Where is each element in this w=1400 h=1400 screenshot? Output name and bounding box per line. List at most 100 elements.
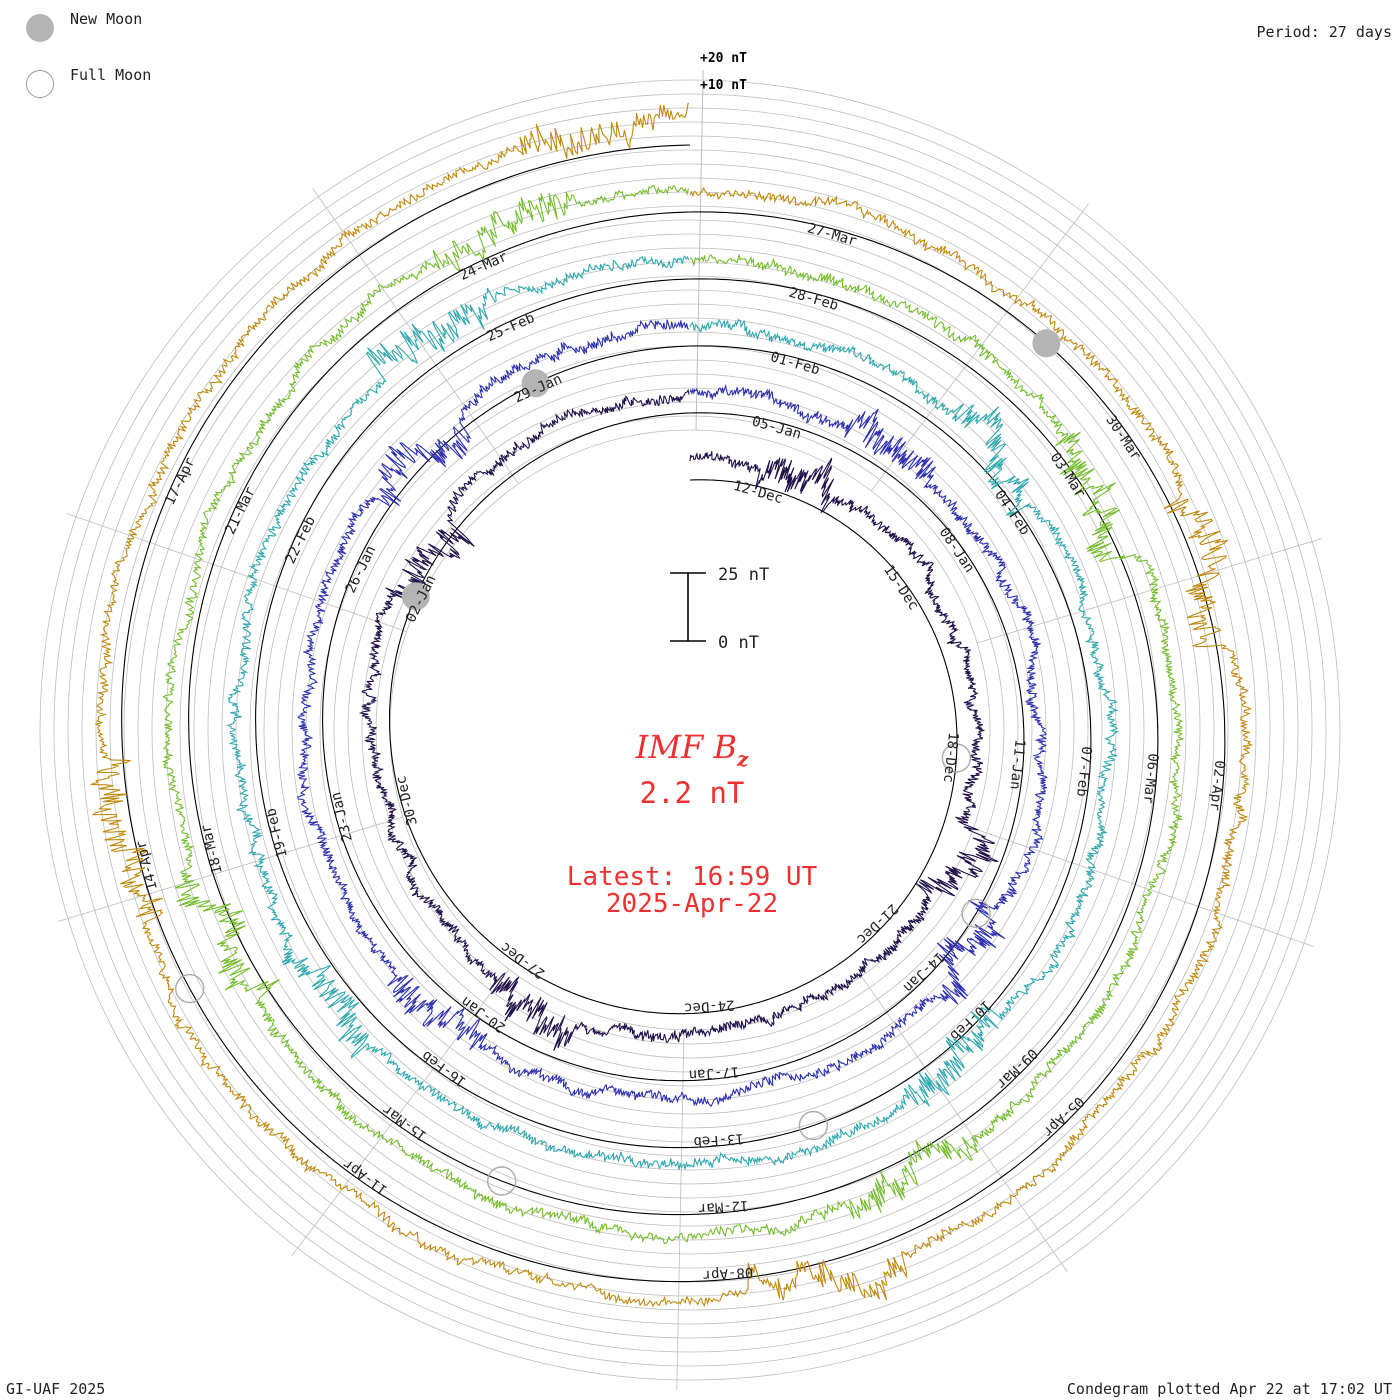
date-label: 30-Mar [1102, 412, 1144, 463]
grid-ring [291, 331, 1089, 1129]
date-label: 23-Jan [328, 790, 356, 843]
grid-spoke [695, 70, 704, 431]
grid-spoke [66, 513, 407, 632]
date-label: 28-Feb [787, 285, 840, 314]
date-label: 18-Dec [940, 731, 961, 783]
bz-trace-cycle-3 [161, 184, 1185, 1244]
bz-trace-cycle-4 [90, 102, 1254, 1308]
scale-bar: 25 nT 0 nT [670, 565, 769, 653]
grid-ring [109, 149, 1271, 1311]
ring-grid [39, 79, 1341, 1381]
date-label: 17-Jan [688, 1063, 740, 1082]
date-label: 22-Feb [282, 514, 319, 566]
scale-bottom-label: 0 nT [718, 633, 759, 653]
grid-ring [67, 107, 1313, 1353]
grid-ring [277, 317, 1103, 1143]
grid-ring [151, 191, 1229, 1269]
grid-ring [249, 289, 1131, 1171]
scale-top-label: 25 nT [718, 565, 769, 585]
date-label: 16-Feb [419, 1047, 469, 1090]
full-moon-marker [798, 1110, 829, 1141]
full-moon-marker [487, 1166, 517, 1196]
grid-ring [165, 205, 1215, 1255]
grid-ring [39, 79, 1341, 1381]
date-label: 05-Jan [750, 413, 803, 442]
grid-ring [95, 135, 1285, 1325]
date-label: 24-Dec [683, 996, 735, 1015]
legend-full-moon-label: Full Moon [70, 66, 152, 84]
latest-time: Latest: 16:59 UT [567, 862, 818, 892]
grid-spoke [861, 975, 1068, 1272]
date-label: 14-Apr [133, 839, 161, 892]
date-label: 18-Mar [198, 823, 226, 876]
date-label: 14-Jan [900, 949, 947, 996]
date-label: 21-Mar [222, 485, 259, 537]
date-label: 21-Dec [853, 900, 900, 947]
full-moon-icon [26, 70, 54, 98]
grid-ring [263, 303, 1117, 1157]
date-label: 13-Feb [693, 1130, 745, 1149]
current-value: 2.2 nT [640, 776, 745, 810]
moon-markers [174, 329, 1061, 1196]
new-moon-marker [1032, 329, 1061, 358]
date-label: 11-Apr [340, 1155, 390, 1198]
legend-new-moon-label: New Moon [70, 10, 143, 28]
grid-ring [53, 93, 1327, 1367]
ring-tick-20: +20 nT [700, 51, 747, 66]
date-label: 12-Mar [697, 1197, 749, 1216]
full-moon-marker [174, 973, 205, 1004]
grid-ring [193, 233, 1187, 1227]
cycle-baselines [121, 144, 1226, 1283]
date-label: 25-Feb [484, 310, 537, 345]
grid-ring [361, 401, 1019, 1059]
grid-ring [347, 387, 1033, 1073]
date-label: 04-Feb [991, 487, 1033, 538]
plotted-label: Condegram plotted Apr 22 at 17:02 UT [1066, 1380, 1392, 1398]
grid-spoke [976, 538, 1322, 644]
date-label: 02-Apr [1206, 759, 1227, 811]
credit-label: GI-UAF 2025 [6, 1380, 106, 1398]
imf-title-sub: z [736, 747, 749, 771]
cycle-traces [90, 102, 1254, 1308]
new-moon-marker [401, 582, 430, 611]
grid-ring [179, 219, 1201, 1241]
ring-tick-10: +10 nT [700, 78, 747, 93]
grid-spoke [58, 816, 404, 922]
grid-ring [375, 415, 1005, 1045]
grid-ring [235, 275, 1145, 1185]
date-label: 17-Apr [162, 455, 199, 507]
date-label: 07-Feb [1073, 745, 1094, 797]
full-moon-marker [961, 898, 991, 929]
bz-trace-cycle-0 [358, 388, 1000, 1051]
date-label: 26-Jan [343, 543, 380, 595]
date-label: 11-Jan [1006, 738, 1027, 790]
date-label: 15-Dec [880, 562, 922, 613]
date-label: 01-Feb [768, 349, 821, 378]
grid-spoke [312, 188, 519, 485]
date-label: 08-Apr [702, 1264, 754, 1283]
bz-trace-cycle-1 [296, 319, 1048, 1107]
grid-ring [207, 247, 1173, 1213]
new-moon-marker [521, 369, 550, 398]
new-moon-icon [26, 14, 54, 42]
period-label: Period: 27 days [1256, 23, 1392, 41]
grid-spoke [291, 968, 510, 1257]
date-label: 05-Apr [1040, 1093, 1087, 1140]
grid-ring [81, 121, 1299, 1339]
legend-full-moon: Full Moon [26, 66, 151, 98]
grid-ring [123, 163, 1257, 1297]
full-moon-marker [941, 743, 972, 773]
grid-ring [319, 359, 1061, 1101]
imf-title-main: IMF B [635, 728, 737, 766]
imf-title: IMF Bz [635, 728, 749, 771]
date-label: 27-Mar [805, 220, 858, 249]
baseline-spiral [121, 144, 1226, 1283]
legend-new-moon: New Moon [26, 10, 142, 42]
date-label: 20-Jan [458, 993, 508, 1036]
bz-trace-cycle-2 [226, 255, 1120, 1171]
grid-spoke [676, 1029, 685, 1390]
date-label: 06-Mar [1140, 752, 1161, 804]
date-label: 27-Dec [498, 939, 548, 982]
